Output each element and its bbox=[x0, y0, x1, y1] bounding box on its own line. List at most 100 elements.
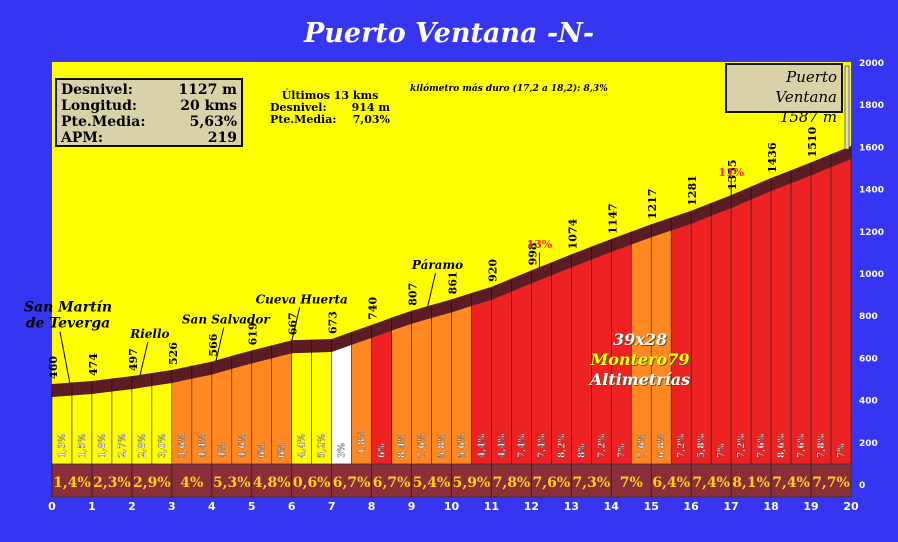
km-gradient-label: 7,8% bbox=[493, 475, 531, 491]
half-km-gradient-label: 7,4% bbox=[537, 433, 547, 458]
half-km-gradient-label: 8,6% bbox=[777, 433, 787, 458]
annotation-leader bbox=[291, 307, 301, 342]
place-annotation: Páramo bbox=[411, 258, 463, 272]
summit-name: Puerto Ventana bbox=[775, 68, 837, 106]
half-km-gradient-label: 8,4% bbox=[398, 433, 408, 458]
profile-segment bbox=[331, 334, 352, 485]
altitude-label: 1436 bbox=[766, 142, 779, 173]
y-tick-label: 0 bbox=[859, 481, 865, 491]
half-km-gradient-label: -1,8% bbox=[358, 430, 368, 458]
half-km-gradient-label: 7,6% bbox=[418, 433, 428, 458]
y-tick-label: 1800 bbox=[859, 101, 884, 111]
longitud-value: 20 kms bbox=[180, 98, 237, 114]
summit-pole bbox=[844, 65, 850, 150]
altitude-label: 1074 bbox=[566, 218, 579, 249]
profile-segment bbox=[351, 327, 372, 485]
km-gradient-label: 6,4% bbox=[652, 475, 690, 491]
x-tick-label: 9 bbox=[408, 500, 416, 513]
x-tick-label: 13 bbox=[564, 500, 579, 513]
km-gradient-label: 5,9% bbox=[453, 475, 491, 491]
half-km-gradient-label: 6,8% bbox=[657, 433, 667, 458]
half-km-gradient-label: 5,8% bbox=[697, 433, 707, 458]
profile-segment bbox=[291, 342, 312, 485]
desnivel-label: Desnivel: bbox=[61, 82, 133, 98]
km-gradient-label: 6,7% bbox=[373, 475, 411, 491]
y-tick-label: 2000 bbox=[859, 59, 884, 69]
half-km-gradient-label: 4,4% bbox=[497, 433, 507, 458]
half-km-gradient-label: 7% bbox=[837, 443, 847, 458]
stats-box: Desnivel: 1127 m Longitud: 20 kms Pte.Medi… bbox=[55, 78, 243, 147]
x-tick-label: 2 bbox=[128, 500, 136, 513]
altitude-label: 920 bbox=[486, 259, 499, 282]
altitude-label: 1217 bbox=[646, 189, 659, 220]
km-gradient-label: 7,4% bbox=[772, 475, 810, 491]
longitud-label: Longitud: bbox=[61, 98, 138, 114]
x-tick-label: 14 bbox=[604, 500, 620, 513]
half-km-gradient-label: 8,2% bbox=[557, 433, 567, 458]
km-gradient-label: 5,3% bbox=[213, 475, 251, 491]
y-tick-label: 1400 bbox=[859, 186, 884, 196]
altitude-label: 460 bbox=[47, 356, 60, 379]
credit-site: Altimetrías bbox=[589, 370, 691, 389]
half-km-gradient-label: 3,6% bbox=[178, 433, 188, 458]
half-km-gradient-label: 6% bbox=[258, 443, 268, 458]
half-km-gradient-label: 4,4% bbox=[198, 433, 208, 458]
x-tick-label: 18 bbox=[763, 500, 778, 513]
km-gradient-label: 6,7% bbox=[333, 475, 371, 491]
altitude-label: 740 bbox=[367, 297, 380, 320]
profile-segment bbox=[271, 342, 293, 485]
apm-value: 219 bbox=[207, 130, 237, 146]
x-tick-label: 12 bbox=[524, 500, 539, 513]
x-tick-label: 16 bbox=[684, 500, 700, 513]
annotation-leader bbox=[215, 327, 225, 362]
y-tick-label: 600 bbox=[859, 354, 878, 364]
half-km-gradient-label: 4% bbox=[218, 443, 228, 458]
km-gradient-label: 7,4% bbox=[692, 475, 730, 491]
summit-box: Puerto Ventana 1587 m bbox=[725, 63, 843, 126]
km-gradient-label: 7,6% bbox=[533, 475, 571, 491]
half-km-gradient-label: 4,6% bbox=[238, 433, 248, 458]
place-annotation: Cueva Huerta bbox=[256, 292, 348, 306]
x-tick-label: 20 bbox=[843, 500, 859, 513]
y-tick-label: 1000 bbox=[859, 270, 884, 280]
x-tick-label: 7 bbox=[328, 500, 336, 513]
max-gradient-label: 13% bbox=[527, 238, 553, 251]
half-km-gradient-label: 7% bbox=[717, 443, 727, 458]
half-km-gradient-label: 7,4% bbox=[517, 433, 527, 458]
annotation-leader bbox=[139, 341, 149, 376]
km-gradient-label: 0,6% bbox=[293, 475, 331, 491]
y-tick-label: 1200 bbox=[859, 228, 884, 238]
x-tick-label: 6 bbox=[288, 500, 296, 513]
x-tick-label: 19 bbox=[803, 500, 818, 513]
altitude-label: 526 bbox=[167, 342, 180, 365]
apm-label: APM: bbox=[61, 130, 104, 146]
km-gradient-label: 2,3% bbox=[93, 475, 131, 491]
half-km-gradient-label: 7,6% bbox=[757, 433, 767, 458]
altitude-label: 998 bbox=[526, 242, 539, 265]
half-km-gradient-label: 5,6% bbox=[457, 433, 467, 458]
altitude-label: 619 bbox=[247, 322, 260, 345]
x-tick-label: 0 bbox=[48, 500, 56, 513]
altitude-label: 566 bbox=[207, 333, 220, 356]
half-km-gradient-label: 8% bbox=[577, 443, 587, 458]
km-gradient-label: 5,4% bbox=[413, 475, 451, 491]
place-annotation: Riello bbox=[129, 327, 169, 341]
credit-author: Montero79 bbox=[590, 350, 690, 369]
y-tick-label: 800 bbox=[859, 312, 878, 322]
hardest-km-note: kilómetro más duro (17,2 a 18,2): 8,3% bbox=[410, 84, 608, 94]
last13-desnivel-value: 914 m bbox=[351, 101, 390, 114]
place-annotation: de Teverga bbox=[26, 316, 111, 332]
last13-pte-value: 7,03% bbox=[352, 113, 390, 126]
credit-size: 39x28 bbox=[612, 330, 668, 349]
x-tick-label: 4 bbox=[208, 500, 216, 513]
half-km-gradient-label: 4,4% bbox=[477, 433, 487, 458]
desnivel-value: 1127 m bbox=[178, 82, 237, 98]
half-km-gradient-label: 7,2% bbox=[737, 433, 747, 458]
x-tick-label: 10 bbox=[444, 500, 460, 513]
x-tick-label: 3 bbox=[168, 500, 176, 513]
altitude-label: 807 bbox=[407, 283, 420, 306]
chart-title: Puerto Ventana -N- bbox=[303, 18, 595, 49]
half-km-gradient-label: 5,8% bbox=[438, 433, 448, 458]
half-km-gradient-label: 7,2% bbox=[597, 433, 607, 458]
altitude-label: 497 bbox=[127, 348, 140, 371]
